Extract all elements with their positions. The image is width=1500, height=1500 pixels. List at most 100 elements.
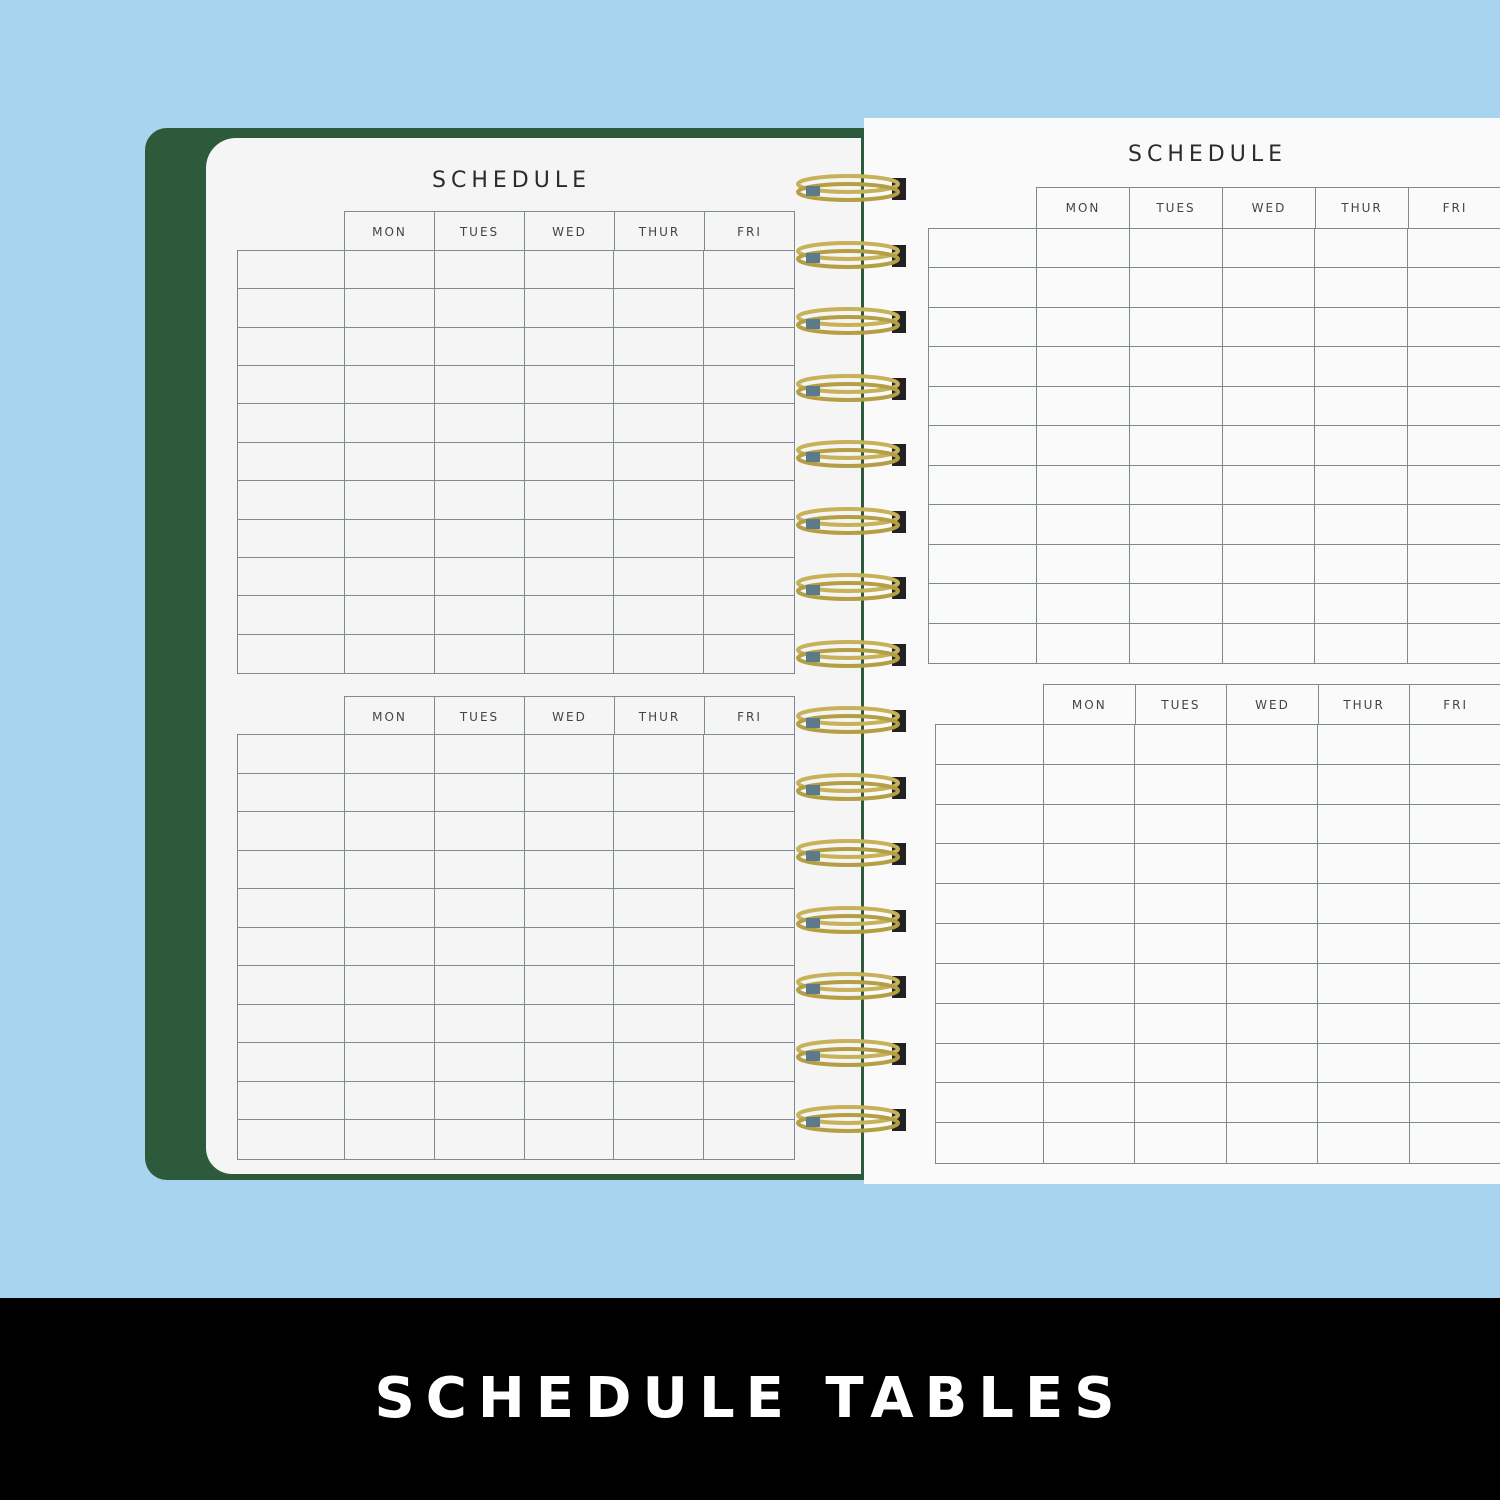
schedule-cell[interactable] [1044,844,1136,885]
schedule-cell[interactable] [434,557,525,597]
schedule-cell[interactable] [345,327,435,367]
schedule-cell[interactable] [704,774,794,813]
schedule-cell[interactable] [434,735,525,774]
schedule-cell[interactable] [1408,545,1500,585]
schedule-cell[interactable] [1129,347,1223,387]
schedule-cell[interactable] [345,850,435,890]
schedule-cell[interactable] [1129,465,1223,506]
schedule-cell[interactable] [1037,347,1130,387]
schedule-cell[interactable] [524,366,615,405]
schedule-cell[interactable] [524,966,615,1005]
schedule-cell[interactable] [936,844,1044,885]
schedule-cell[interactable] [1315,465,1409,506]
schedule-cell[interactable] [614,557,705,597]
schedule-cell[interactable] [1037,584,1130,624]
schedule-cell[interactable] [1044,884,1136,925]
schedule-cell[interactable] [238,596,345,635]
schedule-cell[interactable] [1135,884,1227,925]
schedule-cell[interactable] [614,1120,705,1159]
schedule-cell[interactable] [345,735,435,774]
schedule-cell[interactable] [936,884,1044,925]
schedule-cell[interactable] [1409,725,1500,765]
schedule-cell[interactable] [1222,229,1316,269]
schedule-cell[interactable] [435,1120,525,1159]
schedule-cell[interactable] [1315,386,1409,427]
schedule-cell[interactable] [345,366,435,405]
schedule-cell[interactable] [1130,623,1223,663]
schedule-cell[interactable] [434,289,525,328]
schedule-cell[interactable] [1135,725,1227,765]
schedule-cell[interactable] [1129,229,1223,269]
schedule-cell[interactable] [1408,387,1500,427]
schedule-cell[interactable] [345,557,435,597]
schedule-cell[interactable] [1315,623,1409,663]
schedule-cell[interactable] [614,442,705,482]
schedule-cell[interactable] [1315,584,1409,624]
schedule-cell[interactable] [1408,584,1500,624]
schedule-cell[interactable] [1129,505,1223,545]
schedule-cell[interactable] [614,966,705,1005]
schedule-cell[interactable] [704,735,794,774]
schedule-cell[interactable] [936,764,1044,805]
schedule-cell[interactable] [704,1005,794,1044]
schedule-cell[interactable] [1315,347,1409,387]
schedule-cell[interactable] [238,289,345,328]
schedule-cell[interactable] [1129,584,1223,624]
schedule-cell[interactable] [345,773,435,813]
schedule-cell[interactable] [614,327,705,367]
schedule-cell[interactable] [238,850,345,890]
schedule-cell[interactable] [1222,584,1316,624]
schedule-cell[interactable] [1318,1083,1410,1124]
schedule-cell[interactable] [1315,268,1409,308]
schedule-cell[interactable] [1044,1083,1136,1124]
schedule-cell[interactable] [345,966,435,1005]
schedule-cell[interactable] [1037,465,1130,506]
schedule-cell[interactable] [614,1081,705,1121]
schedule-cell[interactable] [1044,963,1136,1004]
schedule-cell[interactable] [1408,229,1500,269]
schedule-cell[interactable] [345,812,435,851]
schedule-cell[interactable] [704,928,794,967]
schedule-cell[interactable] [929,623,1037,663]
schedule-cell[interactable] [614,773,705,813]
schedule-cell[interactable] [1226,884,1319,925]
schedule-cell[interactable] [524,557,615,597]
schedule-cell[interactable] [929,386,1037,427]
schedule-cell[interactable] [524,519,615,558]
schedule-cell[interactable] [1409,1004,1500,1044]
schedule-cell[interactable] [238,327,345,367]
schedule-cell[interactable] [1408,505,1500,545]
schedule-cell[interactable] [525,634,615,673]
schedule-cell[interactable] [704,366,794,405]
schedule-cell[interactable] [929,268,1037,308]
schedule-cell[interactable] [704,443,794,482]
schedule-cell[interactable] [434,889,525,928]
schedule-cell[interactable] [1129,268,1223,308]
schedule-cell[interactable] [614,927,705,967]
schedule-cell[interactable] [1135,764,1227,805]
schedule-cell[interactable] [238,251,345,290]
schedule-cell[interactable] [345,251,435,290]
schedule-cell[interactable] [238,404,345,443]
schedule-cell[interactable] [238,773,345,813]
schedule-cell[interactable] [238,1120,345,1159]
schedule-cell[interactable] [434,927,525,967]
schedule-cell[interactable] [704,1043,794,1082]
schedule-cell[interactable] [1129,544,1223,585]
schedule-cell[interactable] [704,1082,794,1121]
schedule-cell[interactable] [1226,844,1319,885]
schedule-cell[interactable] [238,481,345,520]
schedule-cell[interactable] [1222,268,1316,308]
schedule-cell[interactable] [238,442,345,482]
schedule-cell[interactable] [1315,544,1409,585]
schedule-cell[interactable] [238,1043,345,1082]
schedule-cell[interactable] [524,404,615,443]
schedule-cell[interactable] [929,465,1037,506]
schedule-cell[interactable] [345,1120,435,1159]
schedule-cell[interactable] [929,347,1037,387]
schedule-cell[interactable] [434,812,525,851]
schedule-cell[interactable] [434,773,525,813]
schedule-cell[interactable] [1318,764,1410,805]
schedule-cell[interactable] [1409,924,1500,964]
schedule-cell[interactable] [936,963,1044,1004]
